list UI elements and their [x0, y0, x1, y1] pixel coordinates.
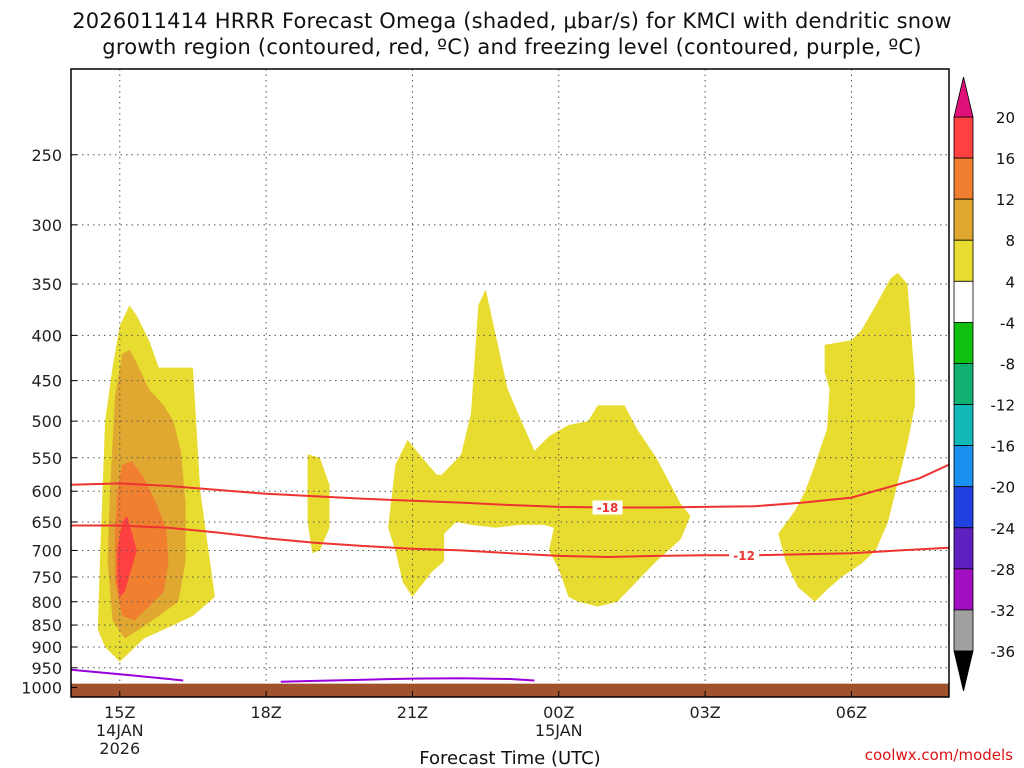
y-tick-label-550: 550	[31, 449, 62, 468]
plot-frame	[70, 68, 950, 698]
contour-label--12: -12	[733, 549, 755, 563]
contour-lines: -18 -12	[71, 463, 949, 683]
x-tick-label: 21Z	[397, 703, 428, 722]
colorbar-label: -24	[991, 520, 1016, 538]
x-axis-label: Forecast Time (UTC)	[419, 748, 600, 768]
colorbar-band	[953, 239, 974, 282]
colorbar-band	[953, 363, 974, 405]
colorbar-label: -8	[1000, 355, 1015, 373]
title-line-1: 2026011414 HRRR Forecast Omega (shaded, …	[72, 9, 952, 33]
colorbar-band	[953, 116, 974, 159]
colorbar-under-arrow	[953, 650, 974, 692]
x-tick-label: 14JAN	[96, 721, 144, 740]
grid-lines	[71, 69, 949, 697]
y-tick-label-800: 800	[31, 593, 62, 612]
colorbar-label: -32	[991, 602, 1016, 620]
colorbar-label: -36	[991, 643, 1016, 661]
y-tick-label-650: 650	[31, 513, 62, 532]
y-tick-label-750: 750	[31, 568, 62, 587]
y-tick-label-500: 500	[31, 412, 62, 431]
y-tick-label-300: 300	[31, 216, 62, 235]
colorbar-band	[953, 445, 974, 488]
y-tick-label-850: 850	[31, 616, 62, 635]
colorbar: 20 16 12 8 4 -4 -8 -12 -16 -20 -24 -28 -32 -36	[953, 76, 1016, 692]
temperature-contour--12	[71, 524, 949, 559]
x-tick-label: 18Z	[250, 703, 281, 722]
y-tick-label-350: 350	[31, 275, 62, 294]
y-tick-label-900: 900	[31, 638, 62, 657]
colorbar-band	[953, 157, 974, 200]
colorbar-band	[953, 486, 974, 529]
ground-layer	[71, 683, 949, 697]
colorbar-label: -4	[1000, 314, 1015, 332]
contour-label--18: -18	[597, 501, 619, 515]
y-tick-label-400: 400	[31, 326, 62, 345]
colorbar-label: -12	[991, 397, 1016, 415]
x-tick-label: 15JAN	[535, 721, 583, 740]
omega-region-4	[388, 289, 691, 607]
colorbar-band	[953, 527, 974, 570]
freezing-level-line-0	[71, 668, 184, 682]
colorbar-label: -28	[991, 561, 1016, 579]
x-tick-label: 15Z	[104, 703, 135, 722]
colorbar-band	[953, 609, 974, 652]
credit-text: coolwx.com/models	[865, 746, 1013, 764]
x-tick-label: 00Z	[543, 703, 574, 722]
x-tick-label: 06Z	[836, 703, 867, 722]
colorbar-label: -20	[991, 479, 1016, 497]
y-tick-label-250: 250	[31, 146, 62, 165]
colorbar-label: 8	[1005, 232, 1015, 250]
contour-label-bg	[592, 500, 623, 515]
colorbar-label: -16	[991, 438, 1016, 456]
colorbar-over-arrow	[953, 76, 974, 118]
omega-region-12	[114, 461, 169, 621]
chart-title: 2026011414 HRRR Forecast Omega (shaded, …	[0, 8, 1024, 60]
y-tick-label-600: 600	[31, 482, 62, 501]
y-tick-label-700: 700	[31, 541, 62, 560]
omega-region-16	[117, 516, 137, 597]
colorbar-label: 12	[996, 191, 1015, 209]
temperature-contour--18	[71, 463, 949, 509]
colorbar-band	[953, 198, 974, 241]
x-tick-label: 2026	[99, 739, 140, 758]
colorbar-band	[953, 568, 974, 611]
omega-region-4	[778, 272, 915, 602]
omega-shading	[97, 272, 915, 662]
colorbar-band	[953, 280, 974, 323]
colorbar-band	[953, 321, 974, 364]
y-tick-label-1000: 1000	[21, 679, 62, 698]
colorbar-label: 16	[996, 150, 1015, 168]
freezing-level-line-1	[280, 677, 535, 683]
y-axis-ticks: 250 300 350 400 450 500 550 600 650 700 750 800 850 9…	[21, 146, 77, 698]
colorbar-label: 20	[996, 109, 1015, 127]
omega-region-4	[307, 454, 330, 554]
y-tick-label-450: 450	[31, 372, 62, 391]
contour-label-bg	[729, 548, 760, 563]
colorbar-band	[953, 404, 974, 447]
y-tick-label-950: 950	[31, 659, 62, 678]
colorbar-label: 4	[1005, 273, 1015, 291]
ground-rect	[71, 683, 949, 697]
x-tick-label: 03Z	[689, 703, 720, 722]
title-line-2: growth region (contoured, red, ºC) and f…	[102, 35, 922, 59]
